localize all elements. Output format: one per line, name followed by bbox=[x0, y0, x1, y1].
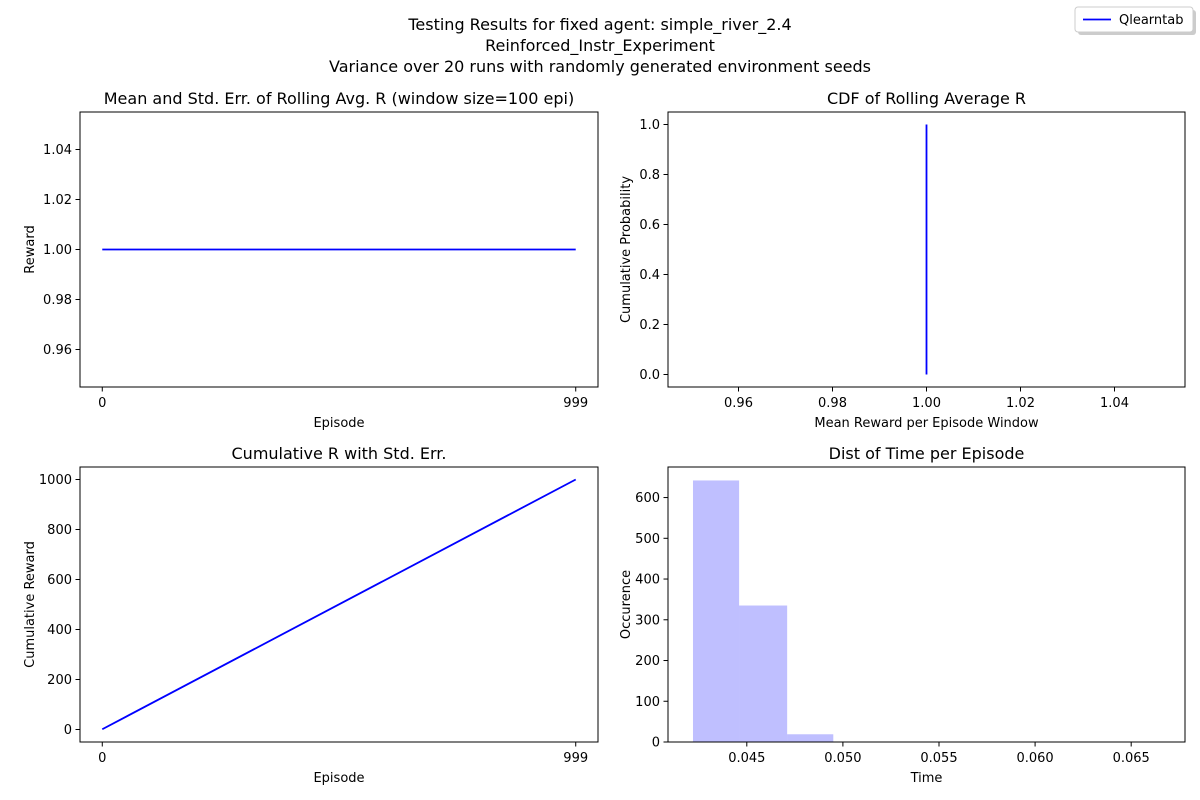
rolling-avg-x-tick-label-1: 999 bbox=[563, 396, 588, 411]
cumulative-y-tick-label-3: 600 bbox=[47, 573, 72, 588]
cdf-y-tick-label-3: 0.6 bbox=[639, 218, 660, 233]
cdf-y-tick-label-2: 0.4 bbox=[639, 268, 660, 283]
rolling-avg-y-tick-label-0: 0.96 bbox=[43, 343, 72, 358]
cumulative-x-tick-label-1: 999 bbox=[563, 751, 588, 766]
rolling-avg-reward-plot: 0 999 0.96 0.98 1.00 1.02 1.04 Mean and Std. Er… bbox=[23, 89, 599, 431]
cumulative-y-tick-label-0: 0 bbox=[64, 723, 72, 738]
cdf-y-tick-label-5: 1.0 bbox=[639, 118, 660, 133]
figure-suptitle: Testing Results for fixed agent: simple_… bbox=[329, 15, 871, 76]
rolling-avg-x-axis-label: Episode bbox=[313, 416, 364, 431]
suptitle-line-2: Reinforced_Instr_Experiment bbox=[485, 36, 715, 56]
rolling-avg-y-tick-label-2: 1.00 bbox=[43, 243, 72, 258]
cdf-x-tick-label-1: 0.98 bbox=[818, 396, 847, 411]
suptitle-line-1: Testing Results for fixed agent: simple_… bbox=[407, 15, 791, 35]
rolling-avg-x-tick-label-0: 0 bbox=[98, 396, 106, 411]
cdf-x-tick-label-4: 1.04 bbox=[1100, 396, 1129, 411]
cdf-y-tick-label-1: 0.2 bbox=[639, 318, 660, 333]
cumulative-axes-frame bbox=[79, 466, 599, 743]
cdf-x-tick-label-2: 1.00 bbox=[912, 396, 941, 411]
time-hist-y-tick-label-5: 500 bbox=[635, 532, 660, 547]
rolling-avg-y-axis-label: Reward bbox=[23, 225, 38, 273]
rolling-avg-y-tick-label-3: 1.02 bbox=[43, 193, 72, 208]
time-hist-x-tick-label-1: 0.050 bbox=[824, 751, 861, 766]
cumulative-series-line-0 bbox=[101, 478, 577, 731]
time-hist-y-tick-label-6: 600 bbox=[635, 491, 660, 506]
cumulative-y-axis-label: Cumulative Reward bbox=[23, 541, 38, 668]
rolling-avg-y-tick-label-4: 1.04 bbox=[43, 143, 72, 158]
cdf-rolling-average-plot: 0.96 0.98 1.00 1.02 1.04 0.0 0.2 0.4 0.6 0.8 1.0 CD… bbox=[619, 89, 1186, 431]
cdf-x-tick-label-3: 1.02 bbox=[1006, 396, 1035, 411]
cumulative-y-tick-label-2: 400 bbox=[47, 623, 72, 638]
rolling-avg-title: Mean and Std. Err. of Rolling Avg. R (wi… bbox=[104, 89, 575, 108]
cumulative-x-axis-label: Episode bbox=[313, 771, 364, 786]
time-hist-title: Dist of Time per Episode bbox=[829, 444, 1025, 463]
time-hist-x-tick-label-0: 0.045 bbox=[728, 751, 765, 766]
time-hist-x-tick-label-3: 0.060 bbox=[1016, 751, 1053, 766]
rolling-avg-y-tick-label-1: 0.98 bbox=[43, 293, 72, 308]
time-hist-y-axis-label: Occurence bbox=[619, 570, 634, 639]
time-hist-y-tick-label-0: 0 bbox=[652, 736, 660, 751]
cumulative-y-tick-label-4: 800 bbox=[47, 523, 72, 538]
legend: Qlearntab bbox=[1074, 6, 1196, 35]
cumulative-x-tick-label-0: 0 bbox=[98, 751, 106, 766]
time-hist-bar-1 bbox=[739, 605, 788, 742]
time-hist-bar-0 bbox=[692, 480, 740, 742]
time-hist-x-tick-label-2: 0.055 bbox=[920, 751, 957, 766]
time-hist-x-tick-label-4: 0.065 bbox=[1113, 751, 1150, 766]
cumulative-y-tick-label-1: 200 bbox=[47, 673, 72, 688]
time-hist-x-axis-label: Time bbox=[910, 771, 943, 786]
cdf-y-tick-label-4: 0.8 bbox=[639, 168, 660, 183]
time-hist-bar-2 bbox=[787, 734, 834, 742]
suptitle-line-3: Variance over 20 runs with randomly gene… bbox=[329, 57, 871, 76]
cdf-x-tick-label-0: 0.96 bbox=[724, 396, 753, 411]
time-hist-y-tick-label-2: 200 bbox=[635, 654, 660, 669]
cumulative-y-tick-label-5: 1000 bbox=[39, 473, 72, 488]
legend-frame bbox=[1074, 6, 1194, 33]
cumulative-title: Cumulative R with Std. Err. bbox=[232, 444, 447, 463]
cdf-x-axis-label: Mean Reward per Episode Window bbox=[814, 416, 1039, 431]
legend-label-qlearntab: Qlearntab bbox=[1119, 13, 1183, 28]
time-hist-y-tick-label-3: 300 bbox=[635, 613, 660, 628]
time-per-episode-histogram: 0.045 0.050 0.055 0.060 0.065 0 100 200 300 400 50… bbox=[619, 444, 1186, 786]
time-hist-axes-frame bbox=[667, 466, 1186, 743]
cumulative-reward-plot: 0 999 0 200 400 600 800 1000 Cumulative R with S… bbox=[23, 444, 599, 786]
cdf-y-tick-label-0: 0.0 bbox=[639, 368, 660, 383]
cdf-y-axis-label: Cumulative Probability bbox=[619, 176, 634, 323]
cdf-title: CDF of Rolling Average R bbox=[827, 89, 1026, 108]
time-hist-y-tick-label-1: 100 bbox=[635, 695, 660, 710]
time-hist-y-tick-label-4: 400 bbox=[635, 573, 660, 588]
